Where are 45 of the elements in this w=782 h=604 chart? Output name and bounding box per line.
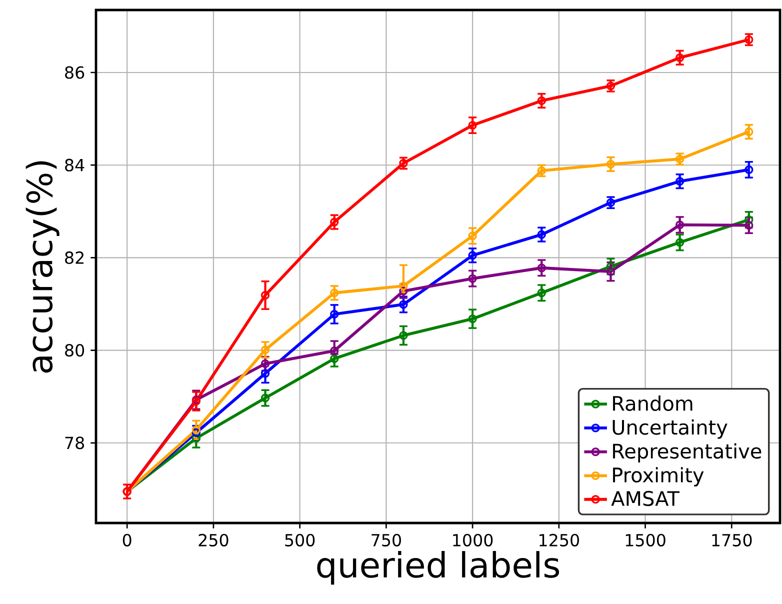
- point: [537, 96, 546, 106]
- y-tick-label: 84: [65, 158, 84, 172]
- point: [468, 251, 477, 260]
- point: [537, 230, 546, 239]
- point: [468, 274, 477, 283]
- point: [537, 264, 546, 272]
- x-tick-label: 750: [372, 534, 401, 546]
- point: [744, 127, 754, 136]
- point: [260, 394, 270, 402]
- point: [260, 359, 270, 368]
- point: [606, 82, 616, 90]
- legend-label: Uncertainty: [612, 419, 728, 439]
- x-tick-label: 1250: [540, 534, 579, 546]
- x-tick-label: 500: [285, 534, 315, 546]
- y-tick-label: 80: [65, 344, 84, 357]
- point: [675, 220, 684, 230]
- legend-label: Representative: [613, 443, 762, 463]
- x-tick-label: 0: [122, 534, 132, 546]
- point: [744, 165, 754, 174]
- point: [675, 176, 684, 186]
- point: [330, 218, 339, 226]
- point: [537, 166, 546, 175]
- legend-label: AMSAT: [611, 490, 680, 506]
- y-axis-title: accuracy(%): [26, 161, 60, 373]
- point: [675, 53, 684, 62]
- x-axis-title: queried labels: [317, 551, 560, 585]
- y-tick-label: 82: [65, 251, 84, 264]
- point: [606, 198, 616, 207]
- point: [468, 232, 477, 240]
- legend-label: Random: [613, 395, 692, 411]
- point: [468, 120, 477, 130]
- point: [537, 288, 546, 298]
- legend-label: Proximity: [613, 467, 704, 486]
- point: [675, 238, 684, 247]
- x-tick-label: 250: [198, 534, 228, 546]
- x-tick-label: 1000: [453, 534, 493, 546]
- point: [260, 346, 270, 354]
- point: [606, 160, 616, 169]
- point: [399, 300, 408, 309]
- y-tick-label: 78: [65, 436, 84, 450]
- x-tick-label: 1500: [626, 534, 666, 546]
- point: [330, 288, 339, 298]
- point: [675, 154, 684, 164]
- y-tick-label: 86: [65, 66, 84, 79]
- x-tick-label: 1750: [712, 534, 752, 546]
